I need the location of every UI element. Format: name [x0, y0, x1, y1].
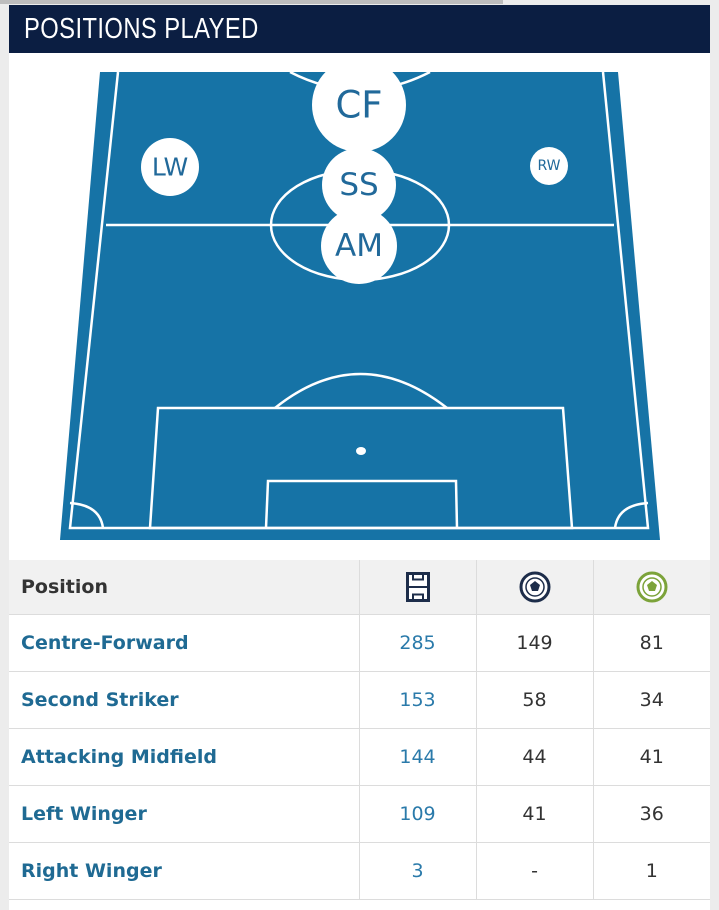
bubble	[322, 148, 396, 222]
position-name[interactable]: Second Striker	[9, 671, 359, 729]
table-row: Second Striker 153 58 34	[9, 671, 710, 729]
goals: 44	[475, 728, 593, 786]
goals: 58	[475, 671, 593, 729]
position-label: AM	[335, 228, 383, 264]
assists: 36	[592, 785, 710, 843]
position-label: SS	[339, 167, 378, 203]
position-name[interactable]: Left Winger	[9, 785, 359, 843]
table-body: Centre-Forward 285 149 81 Second Striker 153 5…	[9, 614, 710, 900]
table-row: Attacking Midfield 144 44 41	[9, 728, 710, 786]
header-title: POSITIONS PLAYED	[24, 13, 259, 45]
position-label: RW	[537, 158, 560, 174]
bubble	[141, 138, 199, 196]
goals: -	[475, 842, 593, 900]
loading-bar	[0, 0, 503, 4]
column-header: Position	[9, 560, 359, 615]
appearances: 285	[358, 614, 476, 672]
penalty-spot	[356, 447, 366, 455]
positions-table: Position Centre-Forward 285 149 81 Second St…	[9, 560, 710, 900]
assists-icon	[592, 560, 710, 615]
header-row: Position	[9, 560, 710, 615]
appearances: 153	[358, 671, 476, 729]
position-label: LW	[152, 153, 188, 182]
bubble	[312, 58, 406, 152]
pitch: CF SS AM LW RW	[60, 58, 660, 540]
position-name[interactable]: Centre-Forward	[9, 614, 359, 672]
table-row: Right Winger 3-1	[9, 842, 710, 900]
goals-icon	[475, 560, 593, 615]
appearances: 144	[358, 728, 476, 786]
appearances-icon	[358, 560, 476, 615]
bubble	[321, 208, 397, 284]
pitch-field	[60, 72, 660, 540]
position-name[interactable]: Right Winger	[9, 842, 359, 900]
assists: 34	[592, 671, 710, 729]
position-name[interactable]: Attacking Midfield	[9, 728, 359, 786]
goals: 149	[475, 614, 593, 672]
appearances: 3	[358, 842, 476, 900]
position-label: CF	[335, 84, 382, 127]
table-row: Centre-Forward 285 149 81	[9, 614, 710, 672]
position-bubbles: CF SS AM LW RW	[141, 58, 568, 284]
assists: 1	[592, 842, 710, 900]
assists: 41	[592, 728, 710, 786]
bubble	[530, 147, 568, 185]
table-row: Left Winger 109 41 36	[9, 785, 710, 843]
header: POSITIONS PLAYED	[9, 5, 710, 53]
appearances: 109	[358, 785, 476, 843]
goals: 41	[475, 785, 593, 843]
assists: 81	[592, 614, 710, 672]
